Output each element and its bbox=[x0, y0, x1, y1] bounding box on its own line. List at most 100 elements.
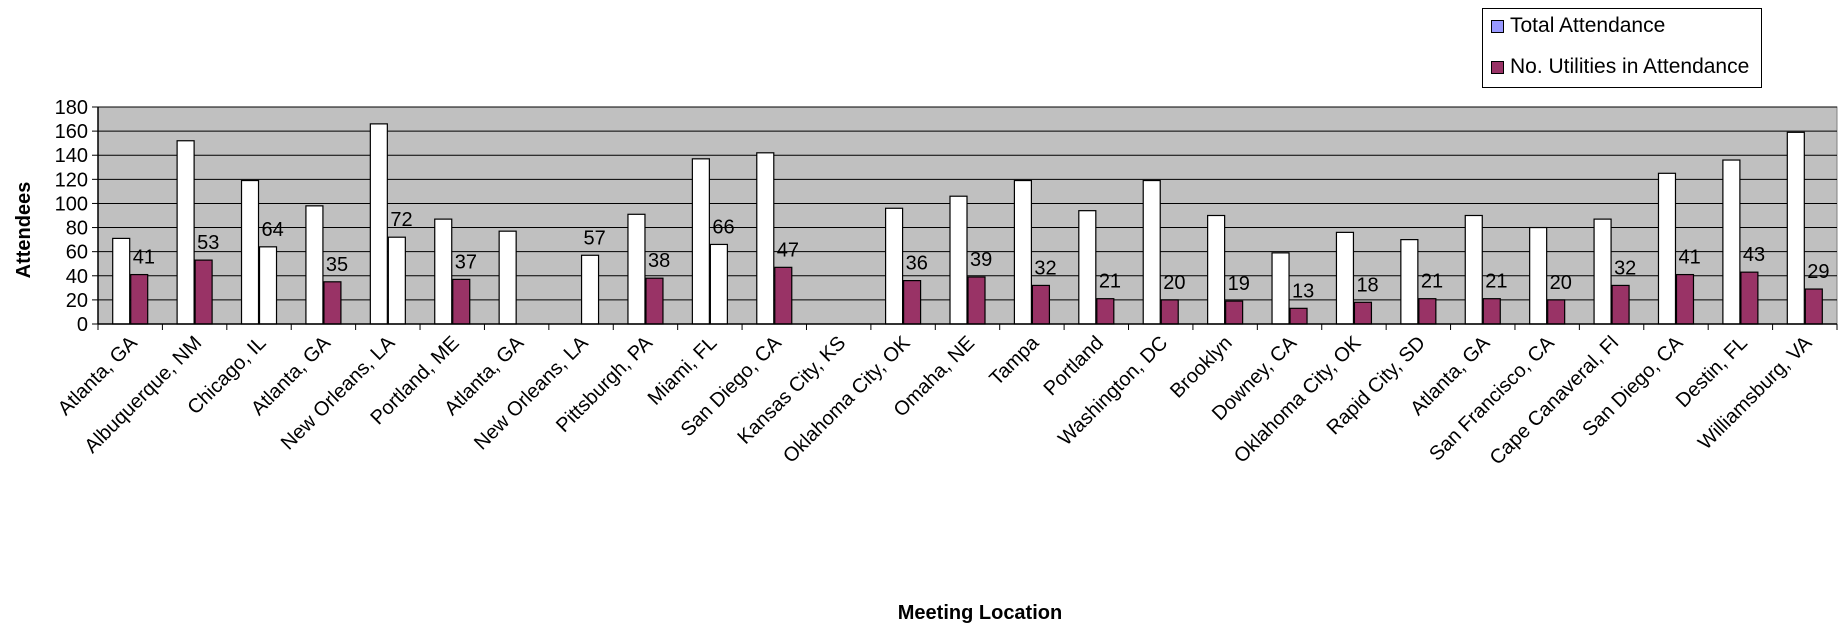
bar-total-attendance bbox=[1142, 179, 1161, 325]
legend-swatch-total bbox=[1491, 19, 1504, 33]
bar-utilities bbox=[774, 266, 793, 325]
bar-total-attendance bbox=[112, 237, 131, 325]
bar-utilities bbox=[1547, 299, 1566, 325]
bar-total-attendance bbox=[1464, 214, 1483, 325]
y-tick-label: 160 bbox=[55, 121, 88, 143]
data-label-utilities: 19 bbox=[1228, 273, 1250, 295]
bar-utilities bbox=[1096, 298, 1115, 325]
bar-total-attendance bbox=[1657, 172, 1677, 325]
bar-utilities bbox=[709, 243, 728, 325]
x-category-label: San Francisco, CA bbox=[1425, 332, 1559, 466]
bar-utilities bbox=[580, 254, 600, 325]
bar-total-attendance bbox=[1722, 159, 1741, 325]
data-label-utilities: 57 bbox=[584, 227, 606, 249]
bar-utilities bbox=[1289, 307, 1308, 325]
data-label-utilities: 35 bbox=[326, 254, 348, 276]
bar-utilities bbox=[194, 259, 213, 325]
bar-utilities bbox=[902, 280, 922, 325]
bar-utilities bbox=[1160, 299, 1179, 325]
data-label-utilities: 21 bbox=[1485, 271, 1507, 293]
bar-total-attendance bbox=[1271, 252, 1290, 325]
x-category-label: Williamsburg, VA bbox=[1694, 332, 1817, 455]
bar-total-attendance bbox=[1400, 239, 1419, 325]
bar-total-attendance bbox=[1207, 214, 1226, 325]
y-tick-label: 60 bbox=[66, 242, 88, 264]
data-label-utilities: 32 bbox=[1034, 257, 1056, 279]
legend-item-utilities: No. Utilities in Attendance bbox=[1491, 55, 1749, 79]
bar-utilities bbox=[130, 273, 149, 325]
data-label-utilities: 36 bbox=[906, 253, 928, 275]
legend-item-total: Total Attendance bbox=[1491, 14, 1665, 38]
bar-utilities bbox=[1031, 284, 1051, 325]
y-tick-label: 40 bbox=[66, 266, 88, 288]
bar-utilities bbox=[967, 276, 986, 325]
bar-total-attendance bbox=[756, 152, 775, 325]
data-label-utilities: 41 bbox=[133, 247, 155, 269]
y-tick-label: 20 bbox=[66, 290, 88, 312]
data-label-utilities: 38 bbox=[648, 250, 670, 272]
data-label-utilities: 18 bbox=[1356, 274, 1378, 296]
data-label-utilities: 20 bbox=[1163, 272, 1185, 294]
data-label-utilities: 13 bbox=[1292, 280, 1314, 302]
y-axis-label: Attendees bbox=[13, 182, 35, 279]
bar-total-attendance bbox=[1593, 218, 1612, 325]
data-label-utilities: 21 bbox=[1421, 271, 1443, 293]
x-category-label: Washington, DC bbox=[1054, 332, 1172, 450]
legend-label-total: Total Attendance bbox=[1510, 14, 1666, 37]
bar-total-attendance bbox=[884, 207, 904, 325]
data-label-utilities: 53 bbox=[197, 232, 219, 254]
bar-total-attendance bbox=[627, 213, 646, 325]
bar-total-attendance bbox=[1013, 179, 1033, 325]
data-label-utilities: 20 bbox=[1550, 272, 1572, 294]
data-label-utilities: 47 bbox=[777, 239, 799, 261]
bar-total-attendance bbox=[1335, 231, 1355, 325]
bar-total-attendance bbox=[498, 230, 517, 325]
bar-utilities bbox=[258, 246, 278, 325]
legend-swatch-utilities bbox=[1491, 60, 1504, 74]
bar-total-attendance bbox=[305, 205, 324, 325]
y-tick-label: 140 bbox=[55, 145, 88, 167]
data-label-utilities: 43 bbox=[1743, 244, 1765, 266]
bar-total-attendance bbox=[176, 140, 195, 325]
y-tick-label: 80 bbox=[66, 218, 88, 240]
bar-utilities bbox=[452, 278, 471, 325]
bar-utilities bbox=[1611, 284, 1630, 325]
data-label-utilities: 66 bbox=[712, 216, 734, 238]
bar-utilities bbox=[387, 236, 406, 325]
bar-total-attendance bbox=[1786, 131, 1805, 325]
bar-utilities bbox=[323, 281, 342, 325]
bar-total-attendance bbox=[1078, 210, 1097, 325]
data-label-utilities: 29 bbox=[1807, 261, 1829, 283]
x-axis-label: Meeting Location bbox=[898, 602, 1062, 624]
bar-total-attendance bbox=[240, 179, 260, 325]
bar-total-attendance bbox=[369, 123, 388, 325]
x-category-label: Albuquerque, NM bbox=[81, 332, 207, 458]
data-label-utilities: 37 bbox=[455, 251, 477, 273]
bar-utilities bbox=[1675, 273, 1695, 325]
data-label-utilities: 32 bbox=[1614, 257, 1636, 279]
bar-utilities bbox=[1482, 298, 1501, 325]
bar-total-attendance bbox=[691, 158, 710, 325]
data-label-utilities: 64 bbox=[262, 219, 284, 241]
bar-utilities bbox=[1418, 298, 1437, 325]
data-label-utilities: 21 bbox=[1099, 271, 1121, 293]
bar-utilities bbox=[1225, 300, 1244, 325]
data-label-utilities: 41 bbox=[1678, 247, 1700, 269]
legend: Total Attendance No. Utilities in Attend… bbox=[1482, 8, 1762, 88]
y-tick-label: 100 bbox=[55, 193, 88, 215]
x-category-label: New Orleans, LA bbox=[470, 332, 593, 455]
y-tick-label: 120 bbox=[55, 169, 88, 191]
bar-utilities bbox=[1804, 288, 1823, 325]
bar-total-attendance bbox=[949, 195, 968, 325]
bar-utilities bbox=[1353, 301, 1373, 325]
bar-utilities bbox=[1740, 271, 1759, 325]
x-category-label: Tampa bbox=[985, 331, 1044, 390]
y-tick-label: 180 bbox=[55, 97, 88, 119]
x-category-label: Kansas City, KS bbox=[734, 332, 851, 449]
data-label-utilities: 39 bbox=[970, 249, 992, 271]
data-label-utilities: 72 bbox=[390, 209, 412, 231]
bar-total-attendance bbox=[434, 218, 453, 325]
legend-label-utilities: No. Utilities in Attendance bbox=[1510, 55, 1750, 78]
bar-total-attendance bbox=[1529, 226, 1548, 325]
